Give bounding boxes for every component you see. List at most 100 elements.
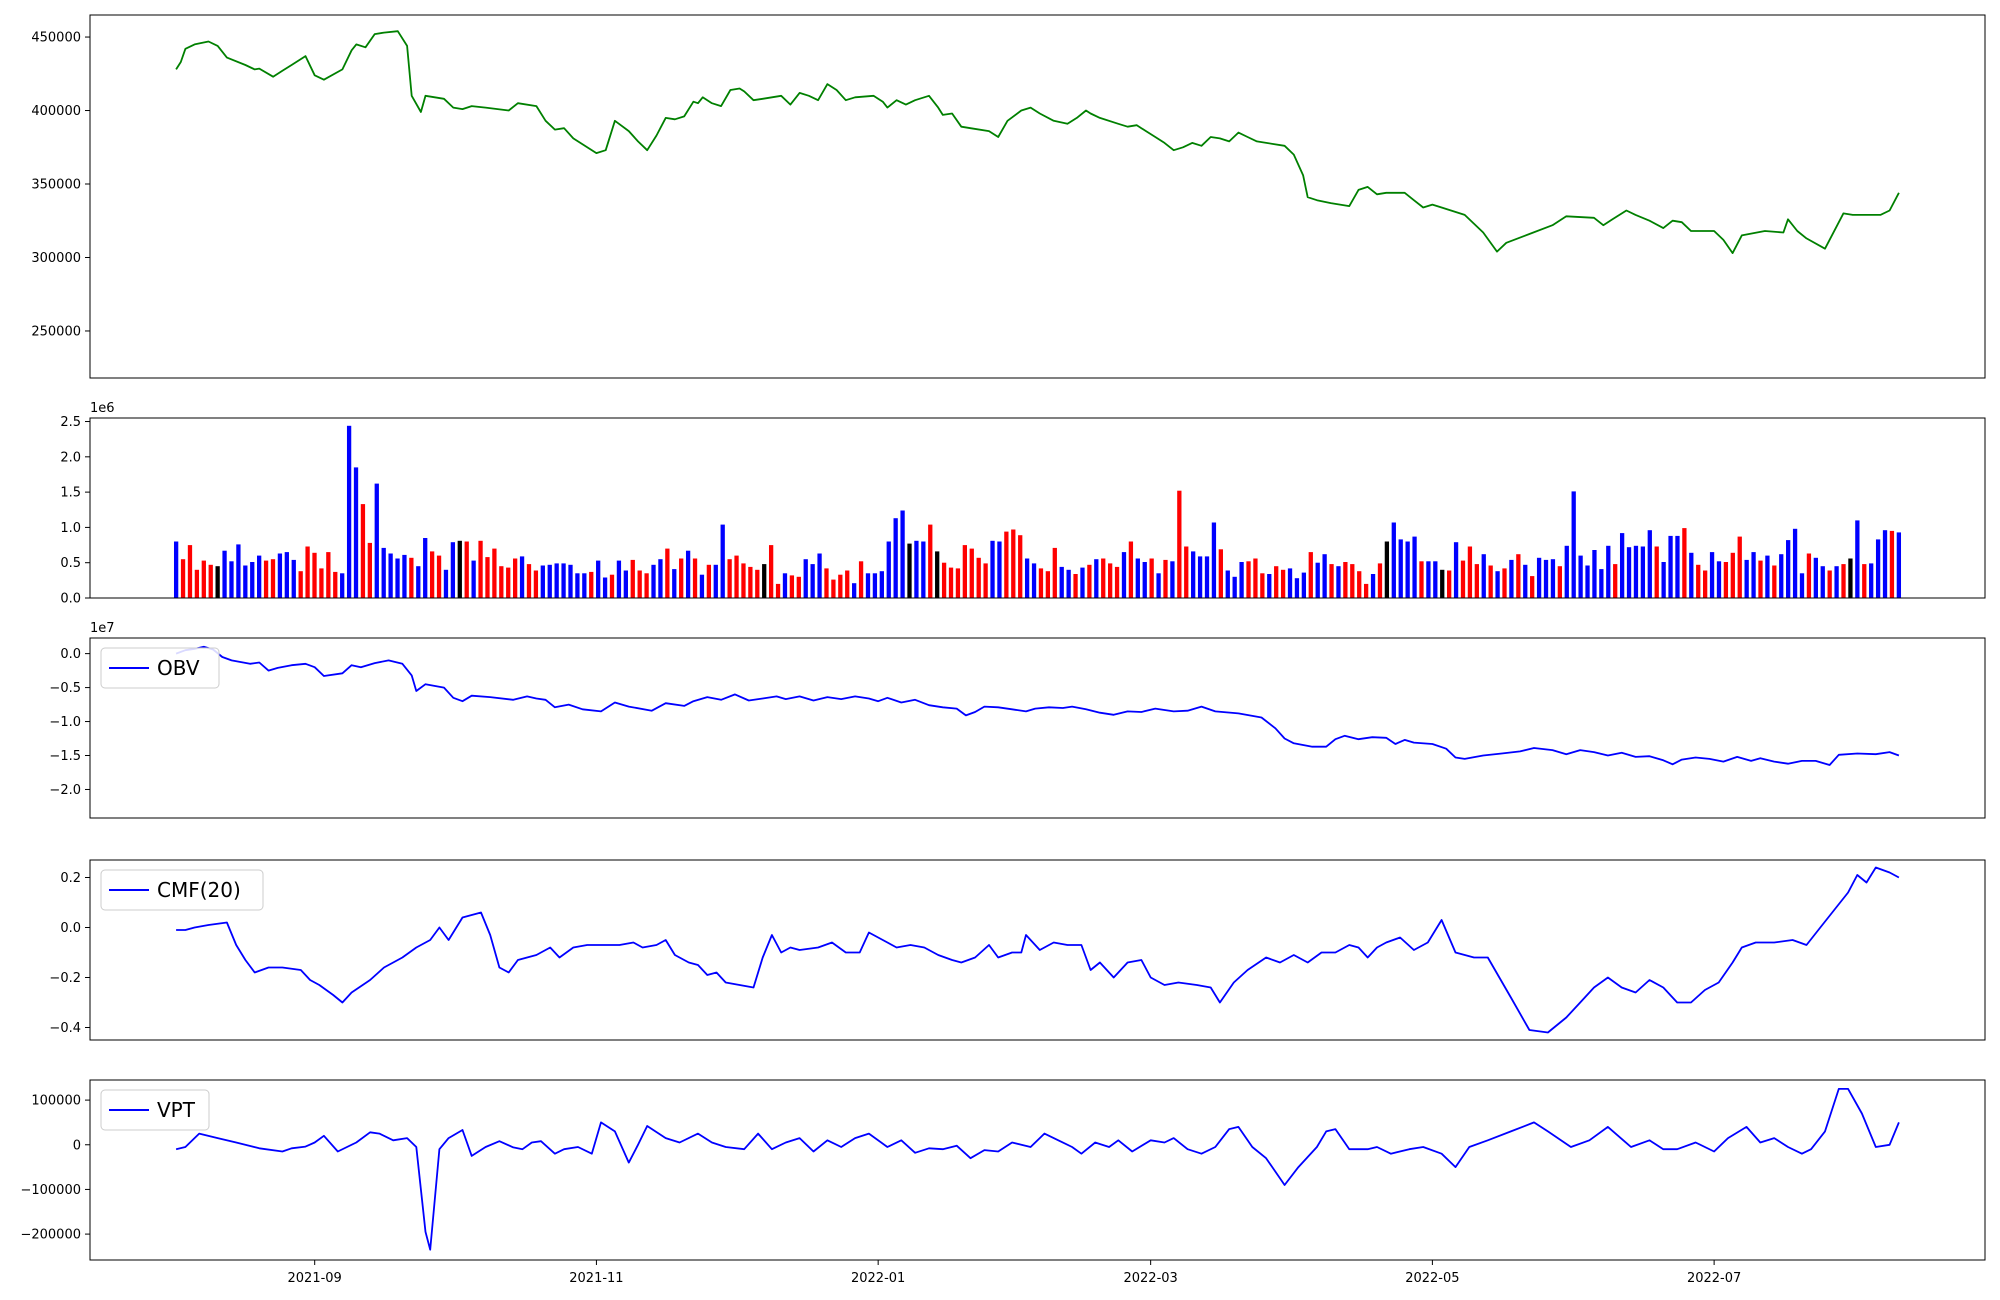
volume-bar [1530, 576, 1535, 598]
cmf-ytick-label: 0.0 [60, 921, 81, 936]
volume-bar [229, 561, 234, 598]
volume-bar [1730, 552, 1735, 598]
volume-bar [561, 563, 566, 598]
volume-bar [194, 569, 200, 598]
volume-bar [1474, 564, 1479, 598]
volume-bar [810, 564, 815, 598]
volume-bar [1246, 561, 1251, 598]
volume-bar [775, 583, 781, 598]
volume-bar [1128, 541, 1134, 598]
volume-bar [976, 557, 981, 598]
volume-bar [374, 483, 379, 598]
volume-bar [243, 565, 248, 598]
volume-bar [1765, 555, 1770, 598]
volume-bar [955, 568, 961, 598]
volume-bar [1661, 562, 1666, 598]
volume-bar [1004, 531, 1009, 598]
volume-bar [222, 550, 227, 598]
volume-bar [277, 553, 283, 598]
volume-bar [1384, 541, 1390, 598]
volume-bar [1308, 552, 1313, 598]
volume-bar [250, 562, 255, 598]
volume-bar [824, 568, 829, 598]
volume-bar [713, 564, 718, 598]
volume-bar [499, 566, 504, 598]
obv-series-line [175, 645, 1900, 766]
volume-ytick-label: 1.0 [60, 521, 81, 536]
volume-bar [803, 559, 808, 598]
volume-bar [1024, 558, 1030, 598]
volume-bar [893, 518, 898, 598]
volume-bar [1481, 554, 1486, 598]
volume-bar [1557, 566, 1562, 598]
volume-bar [360, 504, 366, 598]
volume-bar [1391, 522, 1396, 598]
volume-bar [1336, 566, 1341, 598]
volume-bar [1647, 530, 1652, 598]
volume-bar [568, 564, 573, 598]
volume-bar [602, 577, 608, 598]
volume-bar [1806, 553, 1812, 598]
volume-bar [1163, 559, 1168, 598]
volume-bar [1599, 569, 1604, 598]
price-ytick-label: 250000 [31, 324, 81, 339]
obv-ytick-label: −1.0 [49, 715, 81, 730]
volume-bar [1350, 564, 1355, 598]
volume-bar [997, 541, 1002, 598]
volume-bar [1875, 539, 1881, 598]
volume-bar [1045, 571, 1051, 598]
volume-bar [1184, 546, 1189, 598]
volume-bar [1813, 557, 1818, 598]
obv-offset-label: 1e7 [90, 621, 115, 636]
volume-bar [1606, 545, 1611, 598]
volume-bar [1052, 547, 1057, 598]
volume-bar [436, 555, 442, 598]
cmf-series-line [176, 866, 1900, 1034]
volume-bar [1626, 547, 1632, 598]
volume-bar [333, 571, 338, 598]
volume-bar [782, 573, 788, 598]
obv-frame [89, 637, 1986, 819]
volume-bar [409, 557, 414, 598]
volume-bar [630, 559, 635, 598]
volume-bar [838, 574, 843, 598]
volume-bar [1502, 568, 1507, 598]
price-ytick-label: 450000 [31, 31, 81, 46]
volume-bar [1834, 566, 1839, 598]
volume-bar [457, 540, 462, 598]
volume-bar [1495, 571, 1500, 598]
price-series-line [175, 30, 1900, 254]
volume-bar [789, 575, 795, 598]
cmf-ytick-label: −0.2 [49, 971, 81, 986]
volume-bar [1031, 563, 1037, 598]
volume-bar [1232, 576, 1237, 598]
volume-bar [485, 557, 490, 598]
volume-bar [450, 542, 456, 598]
volume-bar [865, 573, 871, 598]
volume-bar [1398, 539, 1403, 598]
volume-bar [1571, 491, 1576, 598]
volume-bar [1142, 562, 1147, 598]
volume-bar [762, 564, 767, 598]
vpt-ytick-label: −100000 [20, 1183, 81, 1198]
volume-bar [665, 548, 670, 598]
volume-bar [900, 510, 905, 598]
volume-bar [208, 564, 213, 598]
volume-bar [1343, 562, 1348, 598]
volume-bar [1101, 558, 1106, 598]
volume-bar [637, 570, 642, 598]
volume-bar [685, 550, 691, 598]
vpt-frame [89, 1079, 1986, 1261]
x-tick-label: 2021-09 [288, 1271, 342, 1286]
volume-bar [796, 576, 801, 598]
volume-bar [858, 561, 864, 598]
volume-bar [173, 541, 179, 598]
vpt-ytick-label: 100000 [31, 1094, 81, 1109]
volume-bar [1682, 528, 1687, 598]
volume-bar [547, 564, 552, 598]
volume-bar [346, 425, 352, 598]
volume-bar [1370, 574, 1376, 598]
volume-bar [1094, 559, 1099, 598]
volume-frame [89, 417, 1986, 599]
